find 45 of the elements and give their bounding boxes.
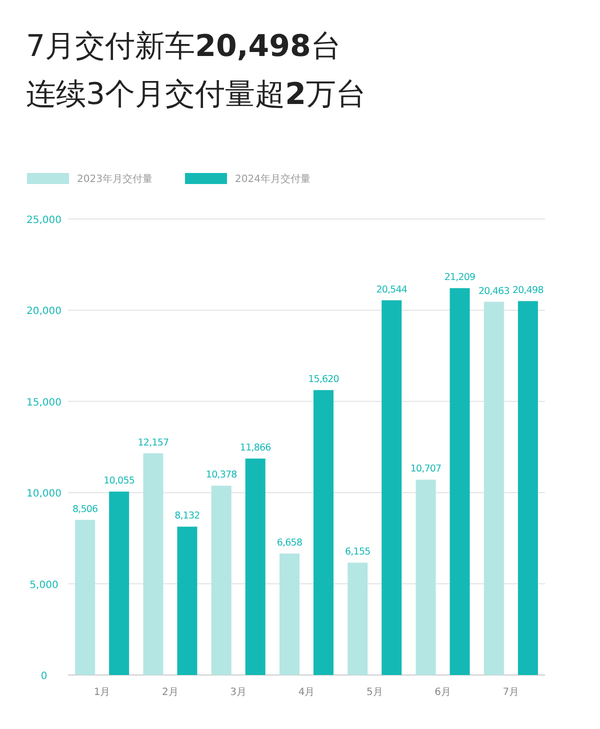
y-tick-label: 0 [40, 671, 48, 682]
data-label: 12,157 [138, 437, 169, 448]
x-tick-label: 1月 [94, 687, 110, 698]
data-label: 8,506 [72, 504, 98, 515]
bar [518, 301, 538, 675]
data-label: 10,055 [104, 476, 135, 487]
x-tick-label: 3月 [230, 687, 247, 698]
y-tick-label: 5,000 [30, 580, 58, 591]
bar [245, 458, 266, 675]
data-label: 6,155 [345, 546, 371, 558]
y-tick-label: 25,000 [26, 215, 62, 226]
bar [314, 390, 334, 675]
y-tick-label: 20,000 [26, 306, 62, 318]
x-tick-label: 6月 [434, 687, 451, 698]
bar [382, 300, 402, 675]
x-tick-label: 2月 [162, 687, 178, 698]
data-label: 20,498 [512, 285, 544, 296]
x-tick-label: 7月 [502, 687, 520, 698]
bar [416, 480, 436, 675]
bar [109, 492, 130, 675]
data-label: 15,620 [308, 374, 340, 386]
data-label: 6,658 [276, 538, 302, 549]
chart-title: 7月交付新车20,498台 [26, 29, 341, 64]
data-label: 10,707 [410, 464, 442, 475]
bar [484, 302, 504, 675]
bar [75, 520, 96, 675]
data-label: 20,463 [478, 286, 510, 297]
x-tick-label: 4月 [298, 687, 315, 698]
bar [280, 554, 300, 675]
bar [177, 526, 198, 675]
chart-subtitle: 连续3个月交付量超2万台 [26, 77, 366, 112]
y-tick-label: 10,000 [26, 488, 62, 500]
bar [450, 288, 470, 675]
bar [143, 453, 164, 675]
data-label: 10,378 [206, 470, 238, 481]
legend-label: 2024年月交付量 [235, 173, 310, 185]
bar [348, 562, 368, 675]
data-label: 20,544 [376, 284, 408, 296]
legend-label: 2023年月交付量 [77, 173, 152, 185]
y-tick-label: 15,000 [26, 397, 62, 408]
data-label: 11,866 [240, 442, 272, 454]
data-label: 21,209 [444, 272, 476, 284]
bar [211, 486, 232, 675]
x-tick-label: 5月 [366, 687, 383, 698]
data-label: 8,132 [174, 510, 200, 522]
